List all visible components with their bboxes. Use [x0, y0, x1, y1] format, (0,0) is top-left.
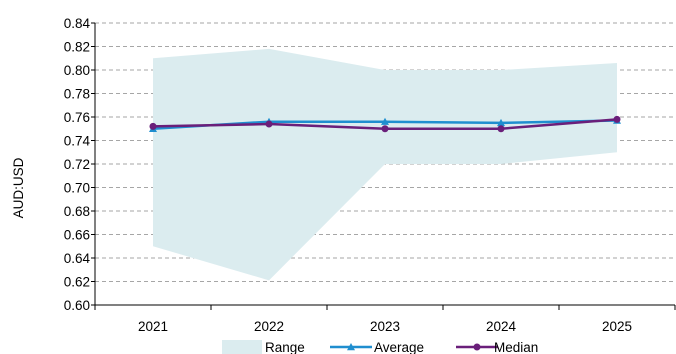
y-tick-label: 0.70	[64, 181, 90, 196]
axes	[91, 22, 676, 310]
y-tick-label: 0.80	[64, 63, 90, 78]
average-point	[497, 118, 505, 127]
y-tick-label: 0.84	[64, 16, 91, 31]
x-tick-label: 2025	[602, 319, 632, 334]
median-point	[613, 115, 621, 123]
x-tick-labels: 2021 2022 2023 2024 2025	[138, 319, 632, 334]
y-axis-title: AUD:USD	[11, 157, 26, 218]
median-point	[149, 122, 157, 130]
x-tick-label: 2021	[138, 319, 168, 334]
legend-label-average: Average	[374, 340, 424, 354]
median-point	[265, 120, 273, 128]
median-point	[381, 125, 389, 133]
median-point	[497, 125, 505, 133]
y-tick-label: 0.76	[64, 110, 90, 125]
y-tick-label: 0.68	[64, 204, 90, 219]
series-median	[149, 115, 621, 133]
legend-marker-average	[347, 343, 355, 351]
y-tick-label: 0.82	[64, 40, 90, 55]
x-tick-label: 2022	[254, 319, 284, 334]
range-area	[153, 48, 617, 281]
y-tick-label: 0.62	[64, 275, 90, 290]
legend-label-range: Range	[265, 340, 305, 354]
legend-marker-median	[473, 343, 481, 351]
x-tick-label: 2024	[486, 319, 517, 334]
y-tick-label: 0.74	[64, 134, 91, 149]
y-tick-label: 0.72	[64, 157, 90, 172]
legend: Range Average Median	[222, 340, 538, 354]
y-tick-label: 0.78	[64, 87, 90, 102]
series-lines	[149, 115, 621, 133]
y-tick-label: 0.66	[64, 228, 90, 243]
y-tick-label: 0.64	[64, 251, 91, 266]
y-tick-labels: 0.60 0.62 0.64 0.66 0.68 0.70 0.72 0.74 0.76 0.78…	[64, 16, 91, 313]
legend-label-median: Median	[494, 340, 538, 354]
legend-item-average: Average	[330, 340, 424, 354]
legend-item-range: Range	[222, 340, 305, 354]
y-tick-label: 0.60	[64, 298, 90, 313]
legend-item-median: Median	[456, 340, 538, 354]
average-point	[381, 117, 389, 125]
legend-swatch-range	[222, 340, 262, 354]
x-tick-label: 2023	[370, 319, 400, 334]
